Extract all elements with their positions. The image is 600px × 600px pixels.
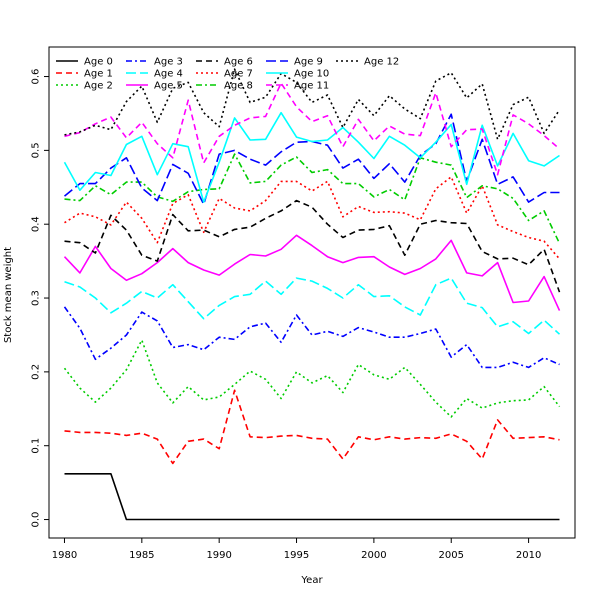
legend-label: Age 9 (294, 57, 323, 68)
legend-item-age-8: Age 8 (196, 81, 253, 92)
y-axis-ticks: 0.0 0.1 0.2 0.3 0.4 0.5 0.6 (31, 69, 49, 528)
y-tick-label: 0.4 (31, 216, 42, 232)
legend-item-age-9: Age 9 (266, 57, 323, 68)
series-line-age-3 (63, 306, 560, 369)
series-line-age-1 (64, 389, 560, 465)
legend-label: Age 2 (84, 81, 113, 92)
legend-item-age-10: Age 10 (266, 69, 329, 80)
series-line-age-9 (63, 113, 560, 206)
x-tick-label: 2000 (361, 550, 386, 561)
series-line-age-11 (64, 82, 561, 176)
series-line-age-7 (64, 176, 561, 260)
legend-label: Age 1 (84, 69, 113, 80)
legend-item-age-2: Age 2 (56, 81, 113, 92)
legend-label: Age 5 (154, 81, 183, 92)
x-tick-label: 1990 (206, 550, 231, 561)
x-tick-label: 2005 (439, 550, 464, 561)
legend-item-age-3: Age 3 (126, 57, 183, 68)
series-line-age-6 (64, 199, 561, 293)
legend-item-age-12: Age 12 (336, 57, 399, 68)
y-axis-label: Stock mean weight (3, 247, 14, 343)
legend-label: Age 4 (154, 69, 183, 80)
y-tick-label: 0.6 (31, 69, 42, 85)
x-tick-label: 1980 (52, 550, 77, 561)
y-tick-label: 0.5 (31, 142, 42, 158)
series-line-age-12 (64, 68, 561, 141)
x-tick-label: 1985 (129, 550, 154, 561)
legend-label: Age 10 (294, 69, 329, 80)
series-line-age-4 (64, 277, 561, 335)
series-line-age-0 (64, 472, 560, 521)
series-line-age-10 (63, 111, 560, 203)
axes-frame (48, 46, 576, 539)
legend-item-age-4: Age 4 (126, 69, 183, 80)
x-tick-label: 2010 (516, 550, 541, 561)
legend-item-age-7: Age 7 (196, 69, 253, 80)
legend-label: Age 6 (224, 57, 253, 68)
series-line-age-5 (63, 234, 561, 311)
legend-item-age-0: Age 0 (56, 57, 113, 68)
legend-label: Age 0 (84, 57, 113, 68)
legend-label: Age 12 (364, 57, 399, 68)
y-tick-label: 0.3 (31, 290, 42, 306)
y-tick-label: 0.1 (31, 438, 42, 454)
legend-item-age-5: Age 5 (126, 81, 183, 92)
legend-label: Age 7 (224, 69, 253, 80)
x-axis-label: Year (300, 575, 323, 586)
legend-item-age-11: Age 11 (266, 81, 329, 92)
legend-label: Age 3 (154, 57, 183, 68)
y-tick-label: 0.2 (31, 364, 42, 380)
x-axis-ticks: 1980 1985 1990 1995 2000 2005 2010 (52, 538, 541, 561)
legend-label: Age 11 (294, 81, 329, 92)
series-line-age-8 (64, 153, 561, 244)
series-layer (63, 68, 561, 521)
legend-label: Age 8 (224, 81, 253, 92)
legend-item-age-6: Age 6 (196, 57, 253, 68)
x-tick-label: 1995 (284, 550, 309, 561)
y-tick-label: 0.0 (31, 512, 42, 528)
series-line-age-2 (63, 339, 561, 418)
legend-item-age-1: Age 1 (56, 69, 113, 80)
